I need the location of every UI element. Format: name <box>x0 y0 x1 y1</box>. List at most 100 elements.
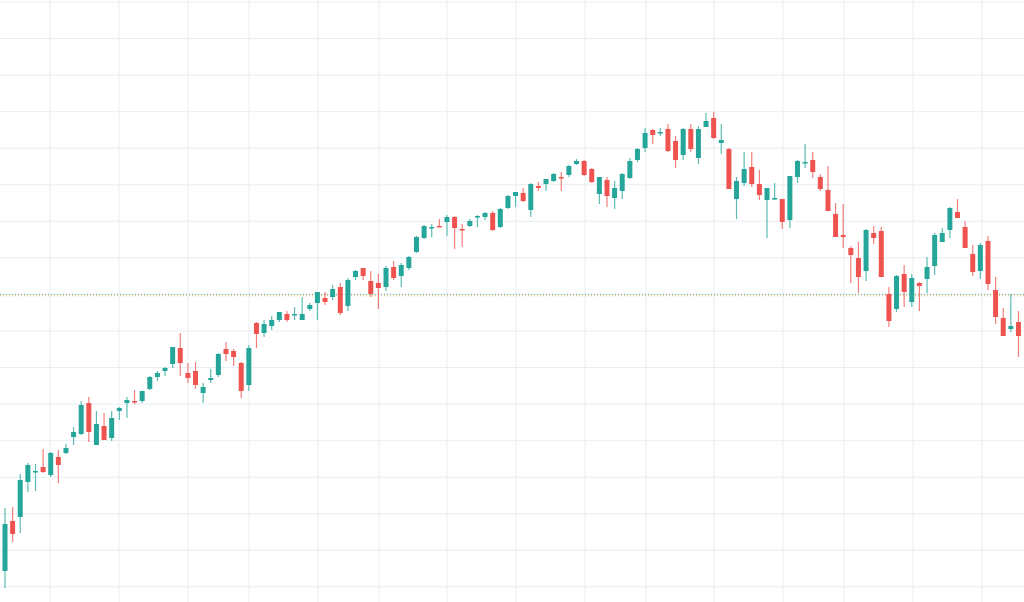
candle <box>139 391 145 403</box>
candle <box>360 268 366 280</box>
candle-body <box>459 229 465 231</box>
candle <box>391 261 397 280</box>
candle-body <box>863 230 869 271</box>
candle <box>612 181 618 209</box>
candle-body <box>93 424 99 445</box>
candle <box>269 316 275 330</box>
candle <box>223 342 229 361</box>
candle-body <box>688 129 694 149</box>
candle-body <box>497 209 503 227</box>
candle <box>558 172 564 191</box>
candle <box>962 221 968 248</box>
candle <box>1008 294 1014 332</box>
candle <box>177 333 183 376</box>
candle <box>86 397 92 442</box>
candle <box>871 226 877 244</box>
candle-body <box>429 227 435 229</box>
candle-body <box>833 214 839 237</box>
candle-body <box>916 283 922 286</box>
candle-body <box>55 457 61 465</box>
candle-body <box>261 324 267 333</box>
candle-body <box>665 129 671 151</box>
candle <box>497 208 503 228</box>
candle <box>528 183 534 217</box>
candle-body <box>322 298 328 302</box>
candle <box>711 112 717 139</box>
candle <box>634 148 640 162</box>
candle <box>147 376 153 390</box>
candle-body <box>154 373 160 377</box>
candle <box>1000 308 1006 336</box>
candle <box>673 136 679 168</box>
candle <box>353 270 359 280</box>
candle-body <box>581 161 587 175</box>
candle-body <box>947 208 953 230</box>
candle <box>802 144 808 168</box>
candle-body <box>505 196 511 208</box>
candle-body <box>657 132 663 134</box>
candle-body <box>78 405 84 434</box>
candle <box>863 229 869 281</box>
candle <box>848 246 854 283</box>
candle <box>581 160 587 176</box>
candle-body <box>109 418 115 438</box>
candle-body <box>901 274 907 292</box>
candle <box>810 152 816 178</box>
candle <box>170 347 176 368</box>
candle-body <box>909 278 915 302</box>
candle <box>520 188 526 202</box>
candle <box>574 159 579 165</box>
candle-body <box>177 348 183 363</box>
candle <box>132 390 138 404</box>
candle-body <box>939 233 945 242</box>
candle <box>25 463 31 492</box>
candle <box>116 407 122 420</box>
candle <box>970 245 976 276</box>
candle-body <box>535 186 541 188</box>
candle-body <box>132 401 138 403</box>
candle-body <box>749 167 755 184</box>
candle <box>505 195 511 209</box>
candle-body <box>162 368 168 371</box>
candle <box>482 212 488 220</box>
candle-body <box>680 129 686 155</box>
candle-body <box>10 521 16 534</box>
candle-body <box>985 241 991 284</box>
candle <box>101 413 107 440</box>
candle-body <box>955 212 960 218</box>
candle-body <box>642 133 648 148</box>
candle <box>330 285 336 300</box>
candle <box>932 233 938 275</box>
candle-body <box>734 181 740 199</box>
candle-body <box>551 174 557 181</box>
candle <box>231 349 237 366</box>
candle-body <box>368 281 374 294</box>
candle-body <box>886 294 892 321</box>
candle-body <box>574 161 579 164</box>
candle-body <box>970 254 976 272</box>
candle-body <box>147 377 153 389</box>
candle <box>17 474 23 533</box>
candle-body <box>314 292 320 303</box>
candle-body <box>634 149 640 160</box>
candle <box>977 243 983 279</box>
candle <box>307 303 313 311</box>
candle-body <box>543 179 549 184</box>
candle <box>1015 311 1021 357</box>
candle <box>154 371 160 381</box>
candle <box>551 173 557 182</box>
candle <box>413 236 419 253</box>
candle-body <box>650 130 656 135</box>
candle-body <box>238 363 244 391</box>
candle-body <box>116 408 122 411</box>
candle-body <box>855 258 861 277</box>
candle <box>688 124 694 152</box>
candle-body <box>360 268 366 276</box>
candle-body <box>756 184 762 195</box>
candle-body <box>63 448 69 453</box>
candle-body <box>695 129 701 158</box>
candle <box>185 363 191 383</box>
candle <box>566 165 572 177</box>
candle-body <box>741 169 747 183</box>
